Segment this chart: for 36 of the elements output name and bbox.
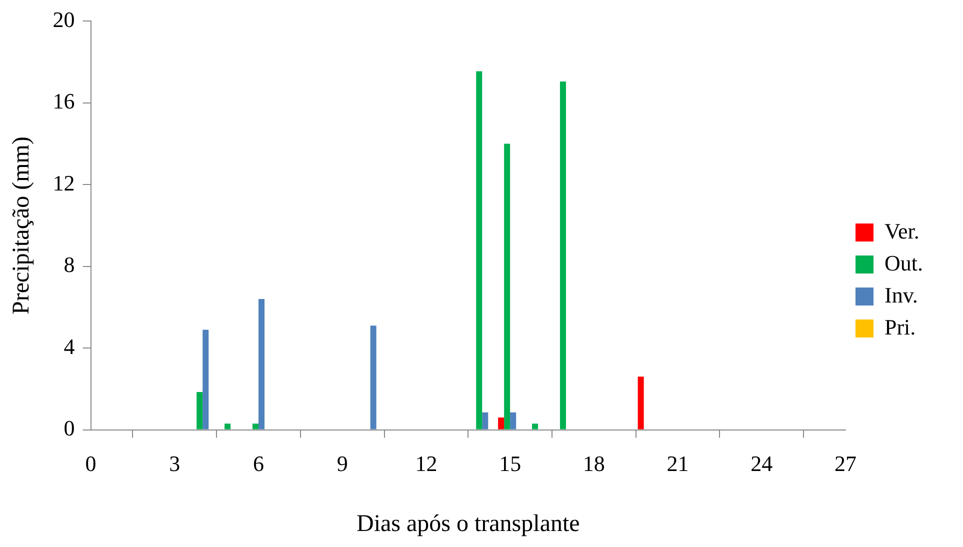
x-tick-label: 9 bbox=[336, 450, 348, 476]
bar bbox=[370, 326, 376, 430]
x-tick-label: 27 bbox=[834, 450, 856, 476]
bar bbox=[224, 424, 231, 430]
x-axis-title: Dias após o transplante bbox=[356, 510, 580, 537]
bar bbox=[252, 424, 259, 430]
y-axis-title: Precipitação (mm) bbox=[8, 136, 35, 314]
x-tick-label: 15 bbox=[499, 450, 522, 476]
bar bbox=[504, 144, 510, 430]
bar bbox=[510, 412, 516, 430]
bar bbox=[532, 424, 538, 430]
legend-label: Ver. bbox=[884, 218, 920, 244]
x-tick-label: 18 bbox=[582, 450, 605, 476]
y-tick-label: 12 bbox=[52, 170, 75, 196]
x-tick-label: 12 bbox=[415, 450, 438, 476]
x-tick-label: 3 bbox=[169, 450, 180, 476]
x-tick-label: 0 bbox=[85, 450, 96, 476]
y-tick-label: 0 bbox=[64, 416, 75, 441]
y-tick-label: 4 bbox=[64, 334, 75, 359]
bar bbox=[638, 376, 644, 430]
bar bbox=[560, 81, 566, 430]
legend-label: Inv. bbox=[884, 282, 918, 308]
bar bbox=[482, 412, 488, 430]
x-tick-label: 24 bbox=[750, 450, 773, 476]
legend-label: Out. bbox=[884, 250, 923, 276]
y-tick-label: 8 bbox=[64, 252, 75, 278]
bar bbox=[476, 71, 482, 430]
y-tick-label: 16 bbox=[52, 88, 75, 114]
bar bbox=[202, 330, 209, 430]
bar bbox=[196, 392, 203, 430]
y-tick-label: 20 bbox=[52, 6, 75, 32]
bar bbox=[258, 299, 265, 430]
legend-label: Pri. bbox=[884, 314, 916, 340]
x-tick-label: 6 bbox=[253, 450, 264, 476]
bar bbox=[498, 418, 504, 430]
x-tick-label: 21 bbox=[666, 450, 689, 476]
